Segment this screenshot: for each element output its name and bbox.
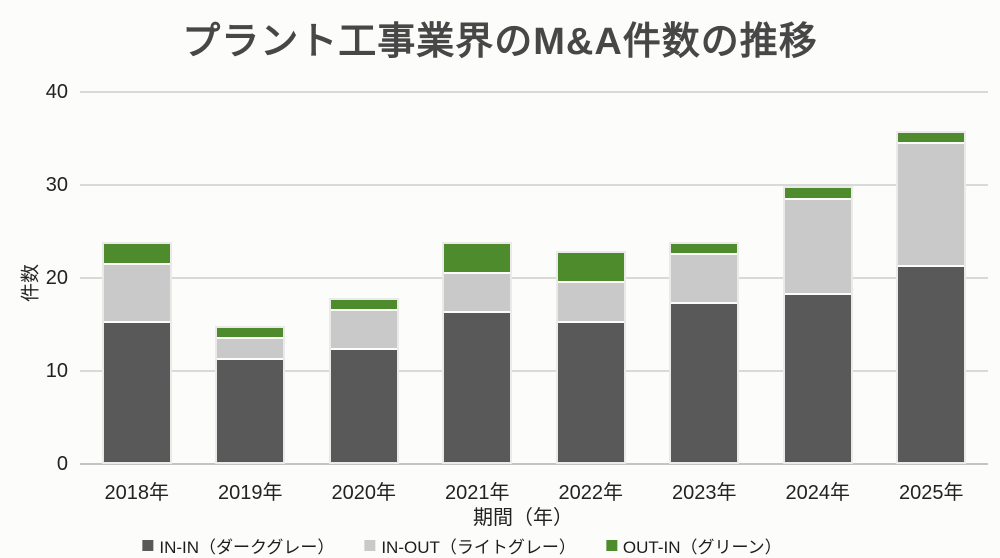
- gridline-y-10: [80, 370, 988, 372]
- bar-segment-IN-IN-2022年: [557, 322, 624, 462]
- bar-segment-IN-OUT-2020年: [330, 311, 397, 349]
- legend-swatch-icon: [142, 540, 154, 551]
- bar-segment-OUT-IN-2018年: [103, 244, 170, 263]
- gridline-y-40: [80, 91, 988, 93]
- bar-segment-OUT-IN-2025年: [898, 132, 965, 142]
- legend-label: IN-OUT（ライトグレー）: [381, 538, 576, 557]
- bar-2023年: [669, 242, 740, 464]
- bar-segment-IN-OUT-2024年: [784, 199, 851, 293]
- bar-segment-IN-OUT-2023年: [671, 255, 738, 302]
- bar-segment-IN-IN-2021年: [444, 313, 511, 462]
- legend: IN-IN（ダークグレー） IN-OUT（ライトグレー） OUT-IN（グリーン）: [142, 533, 782, 558]
- bar-segment-IN-OUT-2022年: [557, 283, 624, 321]
- bar-2022年: [555, 251, 626, 464]
- legend-swatch-icon: [364, 540, 376, 551]
- x-tick-label-2024年: 2024年: [785, 482, 851, 504]
- bar-segment-IN-IN-2024年: [784, 294, 851, 462]
- bar-2024年: [782, 186, 853, 464]
- bar-segment-OUT-IN-2021年: [444, 244, 511, 273]
- bar-segment-IN-IN-2023年: [671, 303, 738, 462]
- x-tick-label-2023年: 2023年: [672, 482, 737, 504]
- legend-label: IN-IN（ダークグレー）: [159, 538, 335, 557]
- bar-segment-IN-IN-2019年: [217, 359, 284, 462]
- x-tick-label-2018年: 2018年: [104, 482, 170, 504]
- legend-label: OUT-IN（グリーン）: [622, 538, 782, 557]
- y-tick-label-0: 0: [56, 453, 68, 475]
- bar-segment-IN-OUT-2019年: [217, 339, 284, 358]
- bar-segment-IN-OUT-2021年: [444, 274, 511, 312]
- bar-2025年: [896, 130, 967, 464]
- bar-2019年: [215, 325, 286, 464]
- bar-segment-OUT-IN-2024年: [784, 188, 851, 198]
- legend-item-OUT-IN: OUT-IN（グリーン）: [605, 533, 782, 558]
- plot-area: [80, 91, 988, 465]
- bar-segment-OUT-IN-2020年: [330, 299, 397, 310]
- x-tick-label-2019年: 2019年: [218, 482, 283, 504]
- bar-segment-OUT-IN-2022年: [557, 253, 624, 282]
- bar-segment-IN-IN-2025年: [898, 266, 965, 462]
- bar-segment-IN-OUT-2025年: [898, 143, 965, 265]
- x-tick-label-2025年: 2025年: [899, 482, 964, 504]
- bar-segment-IN-OUT-2018年: [103, 264, 170, 321]
- x-tick-label-2020年: 2020年: [331, 482, 397, 504]
- bar-2021年: [442, 242, 513, 464]
- bar-2018年: [101, 242, 172, 464]
- bar-segment-IN-IN-2018年: [103, 322, 170, 462]
- gridline-y-20: [80, 277, 988, 279]
- bar-segment-OUT-IN-2023年: [671, 244, 738, 254]
- gridline-y-30: [80, 184, 988, 186]
- x-axis-baseline: [80, 463, 988, 465]
- y-tick-label-40: 40: [45, 81, 68, 103]
- bar-segment-IN-IN-2020年: [330, 350, 397, 462]
- y-tick-label-30: 30: [45, 174, 68, 196]
- x-tick-label-2021年: 2021年: [445, 482, 510, 504]
- bar-segment-OUT-IN-2019年: [217, 327, 284, 338]
- legend-item-IN-OUT: IN-OUT（ライトグレー）: [364, 533, 576, 558]
- chart-title: プラント工事業界のM&A件数の推移: [182, 21, 818, 63]
- y-tick-label-10: 10: [45, 360, 68, 382]
- x-tick-label-2022年: 2022年: [558, 482, 624, 504]
- x-axis-title: 期間（年）: [473, 507, 573, 529]
- y-tick-label-20: 20: [45, 267, 68, 289]
- legend-swatch-icon: [605, 540, 617, 551]
- legend-item-IN-IN: IN-IN（ダークグレー）: [142, 533, 334, 558]
- bar-2020年: [328, 297, 399, 464]
